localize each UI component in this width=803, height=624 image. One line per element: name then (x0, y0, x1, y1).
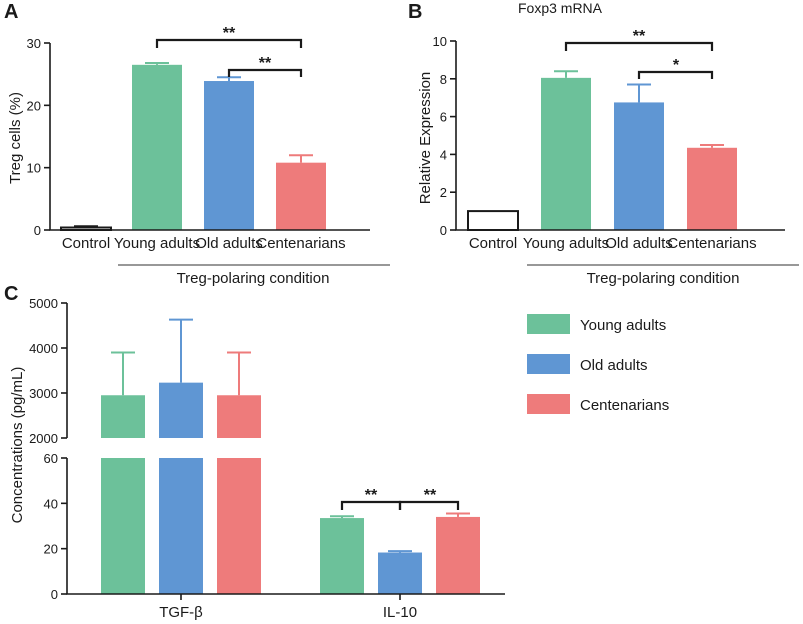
b-bar-old-adults (614, 102, 664, 230)
c-bar-0-young-adults-upper (101, 395, 145, 438)
legend-swatch-2 (527, 394, 570, 414)
panel-a-group-label: Treg-polaring condition (177, 270, 330, 287)
b-bar-young-adults (541, 77, 591, 230)
a-category-1: Young adults (114, 235, 200, 252)
b-category-0: Control (469, 235, 517, 252)
c-bar-0-centenarians-lower (217, 458, 261, 594)
panel-b: B Foxp3 mRNA Relative Expression 0 2 4 6 8 10… (408, 0, 799, 287)
panel-b-title: Foxp3 mRNA (518, 0, 603, 16)
c-ytick-lower-label-1: 20 (44, 542, 58, 557)
a-ytick-label-0: 0 (34, 223, 41, 238)
legend-label-2: Centenarians (580, 397, 669, 414)
a-bar-young-adults (132, 64, 182, 230)
c-ytick-upper-label-1: 3000 (29, 386, 58, 401)
b-ytick-label-2: 4 (440, 147, 447, 162)
c-bar-0-old-adults-upper (159, 382, 203, 438)
b-bar-centenarians (687, 147, 737, 230)
legend-label-0: Young adults (580, 317, 666, 334)
panel-b-group-label: Treg-polaring condition (587, 270, 740, 287)
panel-b-bracket-1 (564, 41, 714, 51)
b-ytick-label-1: 2 (440, 185, 447, 200)
c-ytick-lower-label-2: 40 (44, 496, 58, 511)
panel-b-ylabel: Relative Expression (417, 72, 434, 205)
a-ytick-label-1: 10 (27, 161, 41, 176)
c-bar-0-centenarians-upper (217, 395, 261, 438)
c-bar-0-old-adults-lower (159, 458, 203, 594)
panel-a-bracket-1 (155, 38, 303, 48)
panel-b-yticks: 0 2 4 6 8 10 (433, 34, 456, 238)
panel-a-bracket-2 (227, 68, 303, 77)
panel-a-sig-2: ** (259, 55, 272, 72)
panel-b-bracket-2 (637, 70, 714, 79)
b-ytick-label-3: 6 (440, 110, 447, 125)
panel-c-bars (101, 318, 480, 594)
c-ytick-upper-label-0: 2000 (29, 431, 58, 446)
panel-c-categories: TGF-β IL-10 (159, 594, 417, 621)
panel-a: A Treg cells (%) 0 10 20 30 Control Young ad… (4, 1, 390, 287)
c-bar-1-centenarians (436, 516, 480, 594)
legend-swatch-1 (527, 354, 570, 374)
panel-b-sig-2: * (673, 57, 680, 74)
b-bar-control (467, 210, 519, 232)
a-bar-centenarians (276, 162, 326, 230)
b-ytick-label-0: 0 (440, 223, 447, 238)
panel-c-sig-1: ** (365, 487, 378, 504)
c-ytick-lower-label-3: 60 (44, 451, 58, 466)
legend-label-1: Old adults (580, 357, 648, 374)
b-ytick-label-4: 8 (440, 72, 447, 87)
a-bar-old-adults (204, 81, 254, 230)
a-category-2: Old adults (195, 235, 263, 252)
panel-c-letter: C (4, 283, 18, 305)
panel-a-bars (60, 61, 326, 232)
panel-c: C Concentrations (pg/mL) 0 20 40 60 2000 3000… (4, 283, 669, 621)
c-ytick-upper-label-3: 5000 (29, 296, 58, 311)
c-category-1: IL-10 (383, 604, 417, 621)
panel-a-letter: A (4, 1, 18, 23)
panel-c-legend: Young adults Old adults Centenarians (527, 314, 669, 414)
panel-c-bracket-2 (398, 500, 460, 510)
c-category-0: TGF-β (159, 604, 203, 621)
a-category-0: Control (62, 235, 110, 252)
panel-a-yticks: 0 10 20 30 (27, 36, 50, 238)
panel-c-yticks: 0 20 40 60 2000 3000 4000 5000 (29, 296, 67, 602)
b-category-1: Young adults (523, 235, 609, 252)
a-ytick-label-2: 20 (27, 98, 41, 113)
panel-b-bars (467, 70, 737, 232)
c-bar-0-young-adults-lower (101, 458, 145, 594)
b-ytick-label-5: 10 (433, 34, 447, 49)
c-bar-1-old-adults (378, 552, 422, 594)
panel-b-letter: B (408, 1, 422, 23)
a-category-3: Centenarians (256, 235, 345, 252)
legend-swatch-0 (527, 314, 570, 334)
panel-a-ylabel: Treg cells (%) (7, 92, 24, 184)
panel-a-sig-1: ** (223, 25, 236, 42)
c-bar-1-young-adults (320, 518, 364, 594)
b-category-3: Centenarians (667, 235, 756, 252)
c-ytick-upper-label-2: 4000 (29, 341, 58, 356)
panel-b-axes (455, 41, 785, 231)
panel-c-ylabel: Concentrations (pg/mL) (9, 367, 26, 524)
c-ytick-lower-label-0: 0 (51, 587, 58, 602)
panel-c-sig-2: ** (424, 487, 437, 504)
panel-b-sig-1: ** (633, 28, 646, 45)
panel-a-axes (49, 43, 370, 231)
b-category-2: Old adults (605, 235, 673, 252)
panel-c-axes-lower (66, 458, 505, 595)
a-ytick-label-3: 30 (27, 36, 41, 51)
